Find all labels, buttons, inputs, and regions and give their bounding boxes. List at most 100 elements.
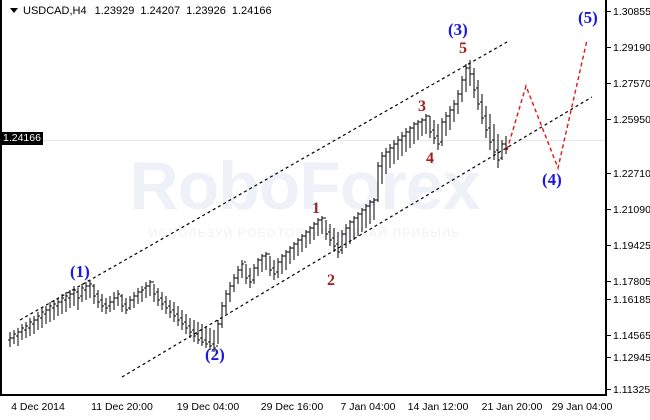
price-bar	[368, 200, 372, 224]
tick-mark-icon	[607, 244, 611, 246]
price-bar	[124, 298, 128, 314]
current-price-tag: 1.24166	[0, 132, 43, 145]
price-bar	[28, 318, 32, 336]
tick-mark-icon	[607, 172, 611, 174]
price-bar	[352, 216, 356, 240]
chevron-down-icon[interactable]	[10, 7, 18, 13]
price-bar	[32, 316, 36, 334]
time-axis-tick-label: 29 Dec 16:00	[260, 401, 324, 413]
price-bar	[84, 282, 88, 300]
price-bar	[44, 306, 48, 324]
price-bar	[248, 268, 252, 288]
price-bar	[48, 302, 52, 322]
wave-1-major-label[interactable]: (1)	[70, 262, 90, 281]
price-bar	[80, 284, 84, 302]
price-bar	[204, 326, 208, 348]
wave-4-minor-label[interactable]: 4	[426, 150, 434, 167]
price-bar	[24, 322, 28, 338]
price-axis-tick: 1.29190	[607, 43, 650, 53]
price-bar	[408, 126, 412, 148]
tick-mark-icon	[607, 10, 611, 12]
price-axis[interactable]: 1.30855 1.29190 1.27570 1.25950 1.22710 1.210…	[607, 0, 650, 396]
price-bar	[96, 290, 100, 308]
wave-3-major-label[interactable]: (3)	[448, 20, 468, 39]
price-bar	[280, 254, 284, 274]
price-bar	[120, 294, 124, 312]
price-bar	[480, 94, 484, 124]
price-bar	[468, 60, 472, 86]
wave-4-major-label[interactable]: (4)	[542, 170, 562, 189]
price-bars	[8, 60, 508, 352]
price-bar	[496, 134, 500, 168]
price-bar	[16, 328, 20, 346]
price-axis-tick-label: 1.27570	[613, 78, 650, 90]
price-axis-tick-label: 1.12945	[613, 352, 650, 364]
time-axis-tick-label: 21 Jan 20:00	[481, 401, 543, 413]
price-bar	[452, 100, 456, 122]
wave-5-minor-label[interactable]: 5	[459, 40, 467, 57]
price-axis-tick: 1.12945	[607, 353, 650, 363]
wave-2-minor-label[interactable]: 2	[327, 272, 335, 289]
price-bar	[348, 220, 352, 244]
price-bar	[212, 330, 216, 352]
wave-5-major-label[interactable]: (5)	[578, 8, 598, 27]
price-bar	[208, 328, 212, 350]
price-bar	[376, 162, 380, 202]
tick-mark-icon	[607, 356, 611, 358]
price-bar	[36, 312, 40, 330]
price-bar	[416, 120, 420, 140]
price-bar	[440, 118, 444, 146]
price-bar	[224, 290, 228, 314]
wave-2-major-label[interactable]: (2)	[205, 345, 225, 364]
price-axis-tick: 1.16185	[607, 295, 650, 305]
price-bar	[264, 252, 268, 270]
price-axis-tick-label: 1.25950	[613, 114, 650, 126]
price-axis-line	[605, 0, 607, 396]
price-bar	[176, 306, 180, 326]
price-bar	[236, 266, 240, 284]
tick-mark-icon	[607, 208, 611, 210]
price-bar	[336, 232, 340, 258]
time-axis[interactable]: 4 Dec 2014 11 Dec 20:00 19 Dec 04:00 29 Dec…	[0, 398, 650, 420]
price-bar	[484, 106, 488, 138]
price-bar	[424, 114, 428, 134]
plot-area[interactable]: RoboForex ИСПОЛЬЗУЙ РОБОТОВ – ПОЛУЧАЙ ПР…	[2, 2, 605, 394]
channel-lower-trendline[interactable]	[121, 96, 593, 378]
price-bar	[292, 242, 296, 260]
price-bar	[392, 140, 396, 164]
price-axis-tick: 1.30855	[607, 7, 650, 17]
price-bar	[320, 216, 324, 234]
price-axis-tick: 1.25950	[607, 115, 650, 125]
price-bar	[460, 76, 464, 102]
price-bar	[68, 290, 72, 308]
price-bar	[288, 246, 292, 264]
price-bar	[316, 218, 320, 236]
price-bar	[384, 148, 388, 174]
wave-1-minor-label[interactable]: 1	[312, 200, 320, 217]
price-bar	[172, 302, 176, 322]
wave-3-minor-label[interactable]: 3	[418, 98, 426, 115]
price-bar	[400, 132, 404, 156]
price-bar	[20, 324, 24, 340]
time-axis-tick-label: 4 Dec 2014	[11, 401, 65, 413]
tick-mark-icon	[607, 388, 611, 390]
price-bar	[420, 118, 424, 136]
price-bar	[476, 80, 480, 110]
price-axis-tick-label: 1.29190	[613, 42, 650, 54]
price-bar	[304, 230, 308, 248]
price-bar	[412, 122, 416, 144]
price-bar	[100, 294, 104, 312]
price-bar	[184, 314, 188, 334]
time-axis-tick-label: 7 Jan 04:00	[340, 401, 396, 413]
price-axis-tick-label: 1.21090	[613, 204, 650, 216]
price-bar	[308, 226, 312, 244]
channel-upper-trendline[interactable]	[19, 41, 508, 321]
price-bar	[436, 124, 440, 150]
price-bar	[296, 238, 300, 256]
price-bar	[136, 288, 140, 304]
price-bar	[164, 296, 168, 314]
price-bar	[456, 90, 460, 114]
price-bar	[444, 112, 448, 136]
forecast-projection-path[interactable]	[506, 39, 588, 171]
